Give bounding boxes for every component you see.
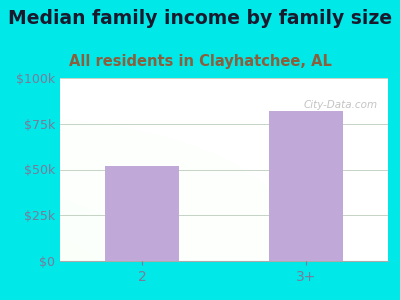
Text: All residents in Clayhatchee, AL: All residents in Clayhatchee, AL xyxy=(68,54,332,69)
Bar xyxy=(105,166,179,261)
Text: City-Data.com: City-Data.com xyxy=(304,100,378,110)
Text: Median family income by family size: Median family income by family size xyxy=(8,9,392,28)
Bar xyxy=(269,111,343,261)
